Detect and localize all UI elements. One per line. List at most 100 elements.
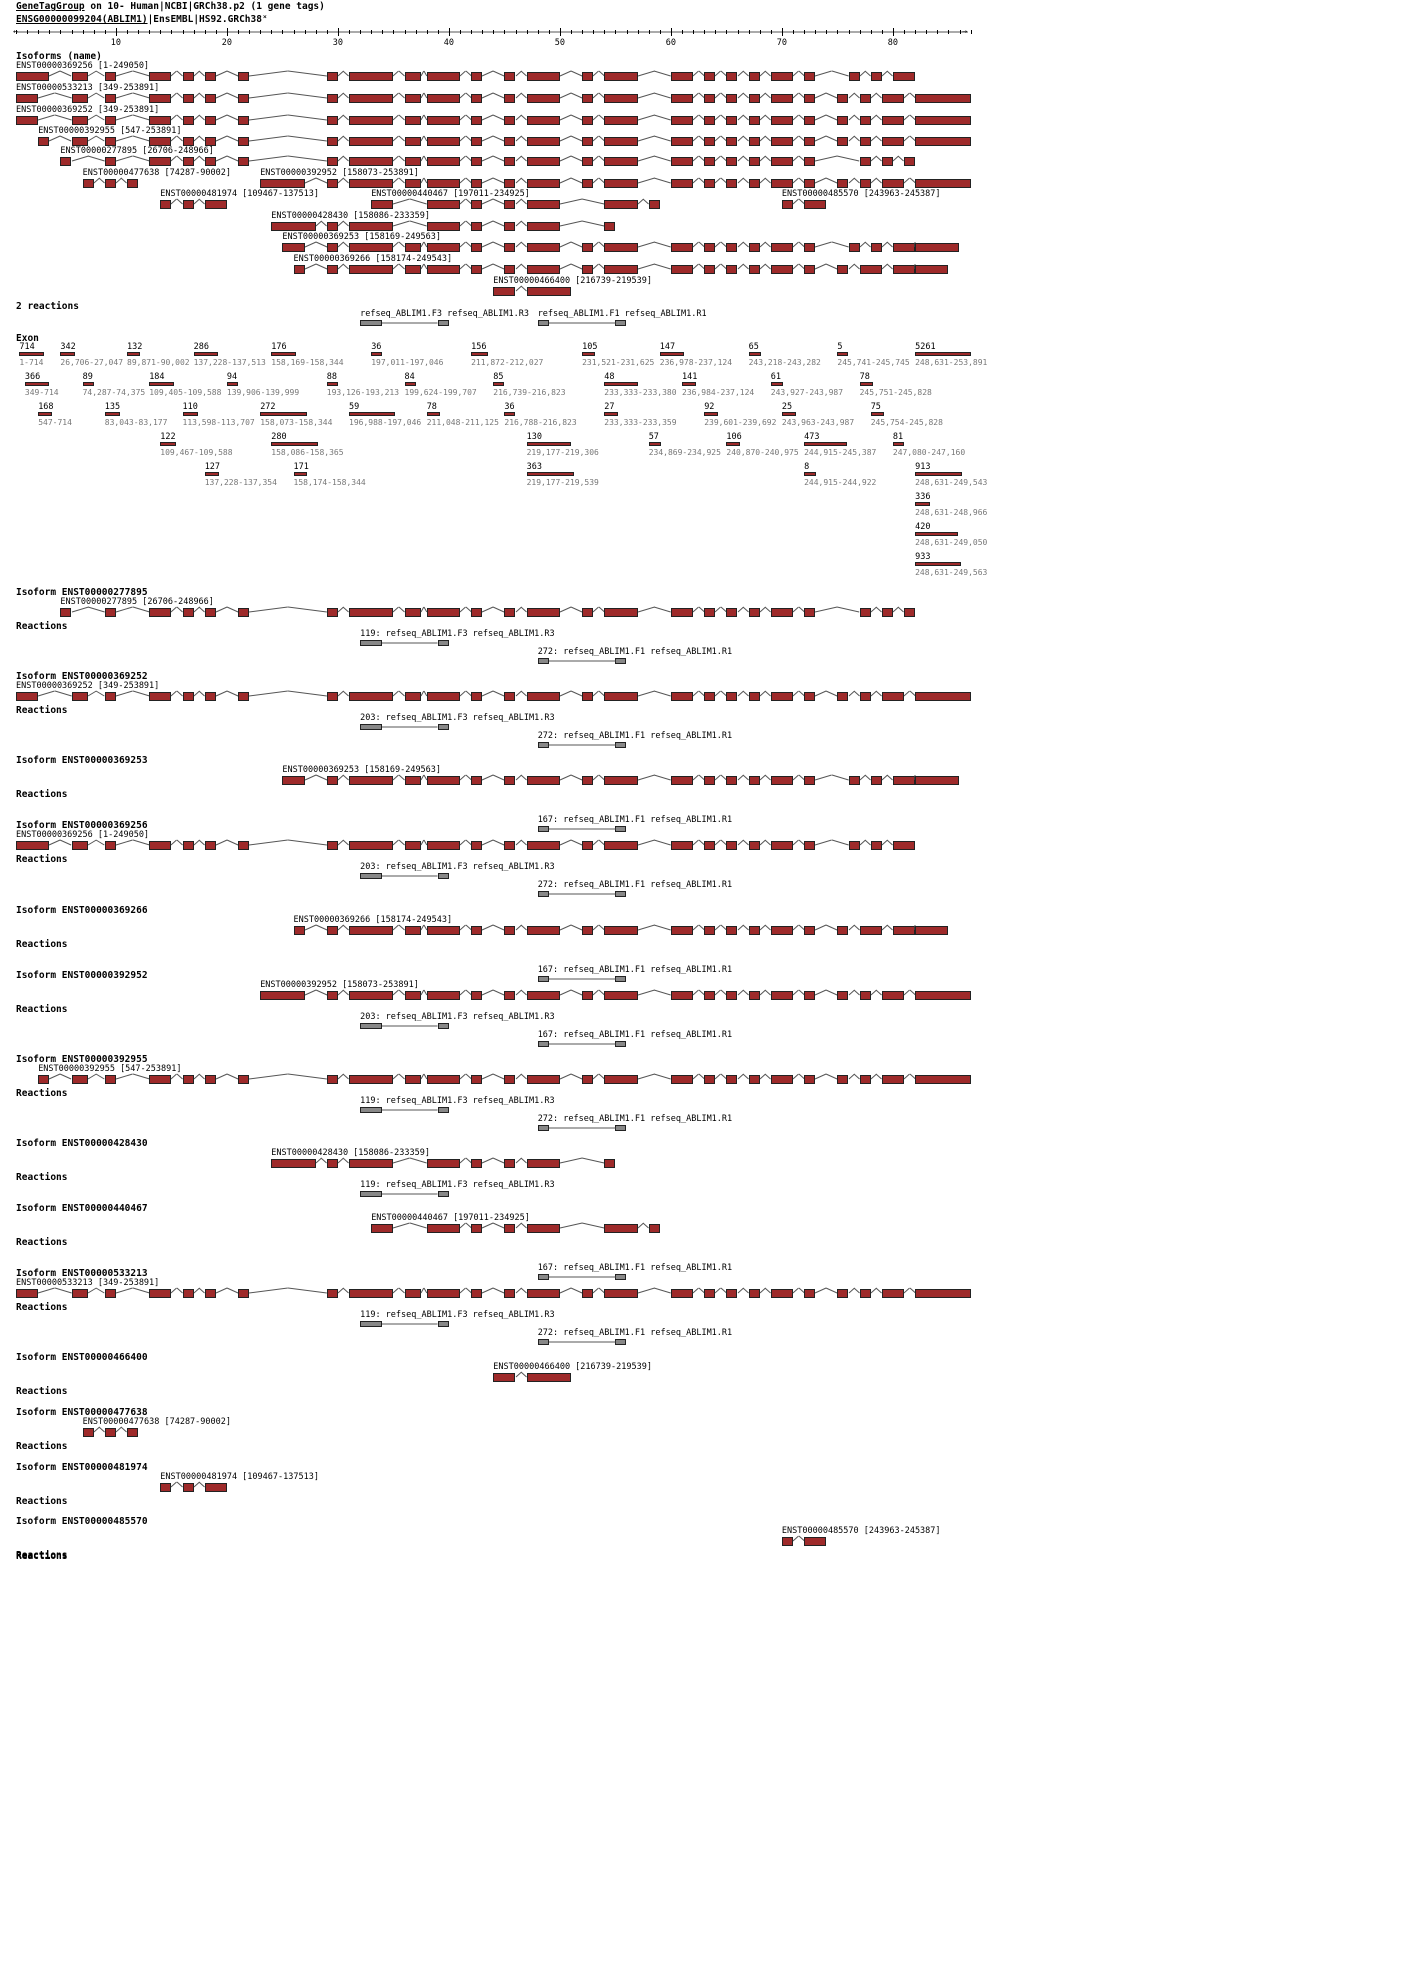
detail-isoform-label[interactable]: ENST00000466400 [216739-219539] bbox=[493, 1362, 652, 1372]
exon-bar[interactable] bbox=[682, 382, 697, 386]
primer-forward[interactable] bbox=[537, 320, 549, 326]
overview-isoform-exon[interactable] bbox=[526, 94, 560, 103]
detail-isoform-exon[interactable] bbox=[582, 692, 594, 701]
detail-isoform-exon[interactable] bbox=[471, 1075, 483, 1084]
detail-isoform-exon[interactable] bbox=[404, 841, 422, 850]
overview-isoform-exon[interactable] bbox=[504, 222, 516, 231]
detail-isoform-exon[interactable] bbox=[770, 776, 793, 785]
overview-isoform-exon[interactable] bbox=[349, 72, 394, 81]
primer-reverse[interactable] bbox=[615, 1339, 627, 1345]
primer-forward[interactable] bbox=[360, 320, 383, 326]
exon-size[interactable]: 122 bbox=[160, 432, 176, 442]
overview-isoform-exon[interactable] bbox=[493, 287, 516, 296]
detail-isoform-exon[interactable] bbox=[804, 608, 816, 617]
overview-isoform-exon[interactable] bbox=[748, 116, 760, 125]
exon-size[interactable]: 342 bbox=[60, 342, 76, 352]
detail-isoform-exon[interactable] bbox=[726, 776, 738, 785]
detail-isoform-exon[interactable] bbox=[349, 608, 394, 617]
exon-size[interactable]: 25 bbox=[781, 402, 793, 412]
detail-isoform-exon[interactable] bbox=[582, 1075, 594, 1084]
overview-isoform-exon[interactable] bbox=[326, 243, 338, 252]
detail-isoform-exon[interactable] bbox=[892, 841, 916, 850]
detail-isoform-exon[interactable] bbox=[238, 692, 250, 701]
primer-label[interactable]: 272: refseq_ABLIM1.F1 refseq_ABLIM1.R1 bbox=[537, 1328, 733, 1338]
primer-forward[interactable] bbox=[537, 1339, 549, 1345]
overview-isoform-exon[interactable] bbox=[426, 179, 460, 188]
detail-isoform-exon[interactable] bbox=[704, 926, 716, 935]
detail-isoform-exon[interactable] bbox=[426, 841, 460, 850]
detail-isoform-exon[interactable] bbox=[293, 926, 305, 935]
detail-isoform-exon[interactable] bbox=[204, 1483, 227, 1492]
overview-isoform-exon[interactable] bbox=[104, 179, 116, 188]
detail-isoform-exon[interactable] bbox=[82, 1428, 94, 1437]
overview-isoform-exon[interactable] bbox=[326, 137, 338, 146]
detail-isoform-exon[interactable] bbox=[326, 841, 338, 850]
primer-reverse[interactable] bbox=[437, 1191, 449, 1197]
overview-isoform-exon[interactable] bbox=[104, 94, 116, 103]
exon-size[interactable]: 280 bbox=[271, 432, 287, 442]
overview-isoform-exon[interactable] bbox=[859, 116, 871, 125]
detail-isoform-exon[interactable] bbox=[504, 991, 516, 1000]
exon-size[interactable]: 363 bbox=[526, 462, 542, 472]
primer-reverse[interactable] bbox=[437, 640, 449, 646]
exon-bar[interactable] bbox=[226, 382, 238, 386]
detail-isoform-exon[interactable] bbox=[804, 1075, 816, 1084]
detail-isoform-exon[interactable] bbox=[349, 776, 394, 785]
primer-label[interactable]: 167: refseq_ABLIM1.F1 refseq_ABLIM1.R1 bbox=[537, 1263, 733, 1273]
detail-isoform-exon[interactable] bbox=[160, 1483, 172, 1492]
exon-bar[interactable] bbox=[326, 382, 338, 386]
detail-isoform-exon[interactable] bbox=[349, 692, 394, 701]
overview-isoform-exon[interactable] bbox=[604, 94, 638, 103]
overview-isoform-exon[interactable] bbox=[770, 243, 793, 252]
overview-isoform-exon[interactable] bbox=[704, 94, 716, 103]
overview-isoform-label[interactable]: ENST00000466400 [216739-219539] bbox=[493, 276, 652, 286]
detail-isoform-exon[interactable] bbox=[426, 1289, 460, 1298]
detail-isoform-exon[interactable] bbox=[426, 991, 460, 1000]
overview-isoform-exon[interactable] bbox=[670, 137, 694, 146]
detail-isoform-label[interactable]: ENST00000477638 [74287-90002] bbox=[82, 1417, 231, 1427]
detail-isoform-exon[interactable] bbox=[371, 1224, 394, 1233]
detail-isoform-exon[interactable] bbox=[504, 1224, 516, 1233]
overview-isoform-label[interactable]: ENST00000369266 [158174-249543] bbox=[293, 254, 453, 264]
exon-bar[interactable] bbox=[659, 352, 685, 356]
overview-isoform-exon[interactable] bbox=[915, 265, 949, 274]
exon-size[interactable]: 106 bbox=[726, 432, 742, 442]
overview-isoform-exon[interactable] bbox=[182, 94, 194, 103]
detail-isoform-label[interactable]: ENST00000277895 [26706-248966] bbox=[60, 597, 214, 607]
detail-isoform-exon[interactable] bbox=[60, 608, 72, 617]
primer-reverse[interactable] bbox=[437, 1107, 449, 1113]
detail-isoform-exon[interactable] bbox=[149, 1075, 172, 1084]
overview-isoform-exon[interactable] bbox=[504, 72, 516, 81]
detail-isoform-exon[interactable] bbox=[182, 1289, 194, 1298]
detail-isoform-exon[interactable] bbox=[670, 608, 694, 617]
detail-isoform-exon[interactable] bbox=[504, 841, 516, 850]
primer-reverse[interactable] bbox=[615, 1041, 627, 1047]
overview-isoform-exon[interactable] bbox=[149, 137, 172, 146]
detail-isoform-exon[interactable] bbox=[670, 1075, 694, 1084]
exon-bar[interactable] bbox=[24, 382, 50, 386]
detail-isoform-exon[interactable] bbox=[604, 776, 638, 785]
overview-isoform-exon[interactable] bbox=[326, 179, 338, 188]
overview-isoform-exon[interactable] bbox=[182, 157, 194, 166]
detail-isoform-exon[interactable] bbox=[471, 1289, 483, 1298]
detail-isoform-exon[interactable] bbox=[71, 1289, 89, 1298]
exon-bar[interactable] bbox=[271, 352, 296, 356]
detail-isoform-exon[interactable] bbox=[726, 692, 738, 701]
detail-isoform-exon[interactable] bbox=[804, 991, 816, 1000]
primer-reverse[interactable] bbox=[615, 891, 627, 897]
overview-isoform-exon[interactable] bbox=[526, 137, 560, 146]
detail-isoform-exon[interactable] bbox=[326, 1159, 338, 1168]
overview-isoform-exon[interactable] bbox=[127, 179, 139, 188]
overview-isoform-exon[interactable] bbox=[426, 72, 460, 81]
exon-size[interactable]: 127 bbox=[204, 462, 221, 472]
overview-isoform-exon[interactable] bbox=[804, 179, 816, 188]
overview-isoform-exon[interactable] bbox=[204, 116, 216, 125]
overview-isoform-exon[interactable] bbox=[404, 243, 422, 252]
detail-isoform-exon[interactable] bbox=[859, 692, 871, 701]
detail-isoform-exon[interactable] bbox=[149, 841, 172, 850]
primer-reverse[interactable] bbox=[615, 1125, 627, 1131]
overview-isoform-exon[interactable] bbox=[804, 243, 816, 252]
detail-isoform-exon[interactable] bbox=[404, 776, 422, 785]
primer-forward[interactable] bbox=[537, 1041, 549, 1047]
overview-isoform-label[interactable]: ENST00000477638 [74287-90002] bbox=[82, 168, 231, 178]
